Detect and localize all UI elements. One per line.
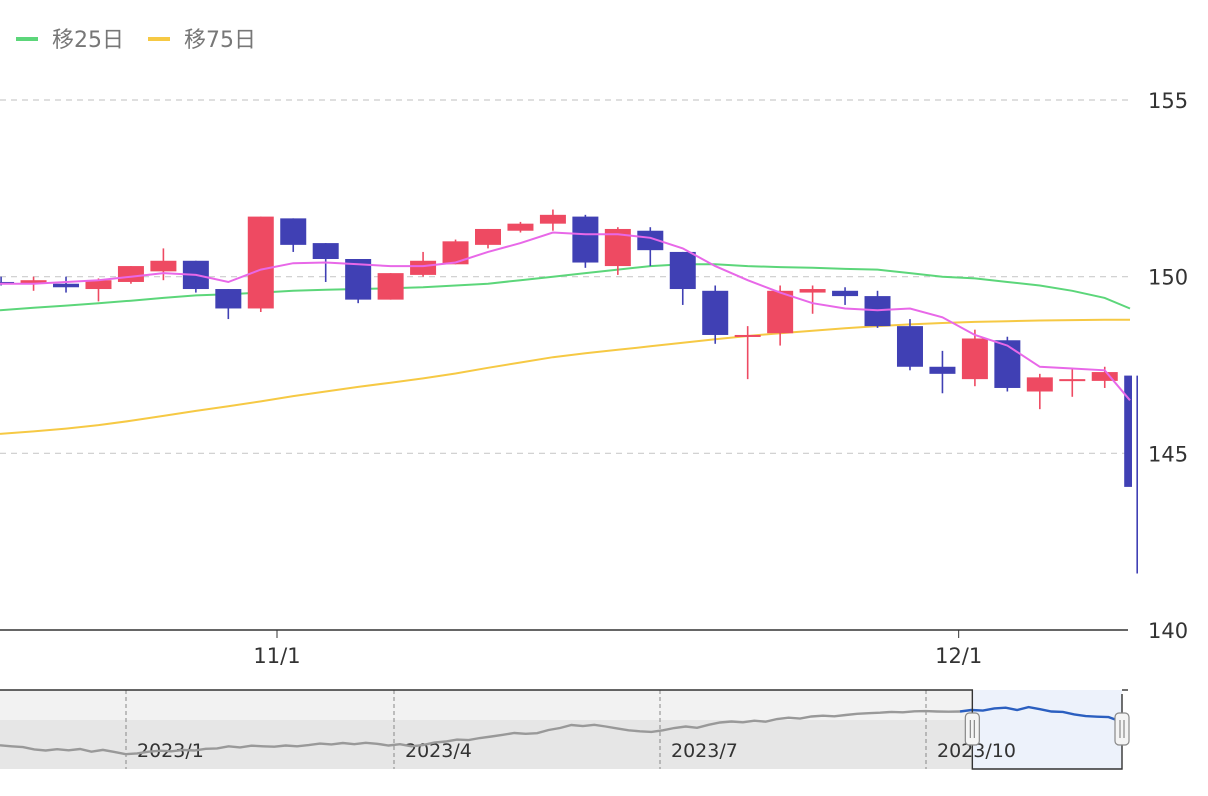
candle-body — [312, 243, 339, 259]
candle-body — [572, 216, 599, 263]
navigator-left-handle-grip[interactable] — [964, 712, 980, 746]
candle — [1124, 375, 1138, 574]
navigator-left-handle[interactable] — [964, 712, 980, 746]
y-axis-ticks: 155 150 145 140 — [1148, 89, 1188, 643]
x-axis: 11/1 12/1 — [253, 630, 982, 668]
candle — [896, 319, 923, 371]
navigator-label: 2023/10 — [937, 740, 1016, 762]
candle-body — [507, 223, 534, 231]
candle-body — [442, 241, 469, 265]
legend-item-ma75[interactable]: 移75日 — [148, 28, 256, 53]
ma25-line — [0, 263, 1131, 312]
ma5-line — [0, 231, 1131, 401]
candle — [832, 287, 859, 305]
candle — [961, 329, 988, 387]
candle-body — [247, 216, 274, 309]
candle — [1059, 368, 1086, 397]
candle — [637, 227, 664, 267]
candle — [507, 221, 534, 233]
candle-body — [150, 260, 177, 272]
candle — [150, 248, 177, 281]
candle — [539, 209, 566, 231]
x-tick-label: 11/1 — [253, 644, 300, 668]
candle-body — [280, 218, 307, 245]
candle-body — [1026, 377, 1053, 392]
candle-body — [1124, 375, 1132, 487]
candle — [247, 216, 274, 312]
candlestick-series — [0, 209, 1138, 574]
candle — [669, 251, 696, 305]
candle-body — [702, 290, 729, 335]
navigator-label: 2023/7 — [671, 740, 738, 762]
candle-body — [1059, 379, 1086, 382]
candle — [1026, 373, 1053, 410]
moving-average-lines — [0, 263, 1131, 435]
candle-body — [539, 214, 566, 224]
candle-body — [896, 326, 923, 367]
candle-body — [215, 289, 242, 309]
range-navigator[interactable]: 2023/1 2023/4 2023/7 2023/10 — [0, 689, 1130, 770]
candle-body — [1091, 372, 1118, 381]
candle-body — [475, 228, 501, 245]
y-tick-label: 140 — [1148, 619, 1188, 643]
legend-item-ma25[interactable]: 移25日 — [16, 28, 124, 53]
candle-body — [799, 289, 826, 293]
legend[interactable]: 移25日 移75日 — [16, 28, 256, 53]
candle — [475, 228, 501, 249]
candle — [410, 251, 437, 277]
candle — [799, 285, 826, 314]
gridlines — [0, 99, 1128, 631]
candle-body — [669, 251, 696, 290]
candle — [377, 273, 404, 300]
candle-body — [994, 340, 1021, 388]
candle-body — [53, 283, 80, 288]
candle — [767, 285, 794, 346]
candle-body — [961, 338, 988, 380]
candle-body — [734, 334, 761, 337]
candle — [215, 289, 242, 320]
navigator-band — [0, 690, 973, 720]
y-tick-label: 145 — [1148, 442, 1188, 466]
navigator-selected-area[interactable] — [972, 690, 1122, 769]
x-tick-label: 12/1 — [935, 644, 982, 668]
ma5-line-group — [0, 231, 1131, 401]
candle-body — [767, 290, 794, 334]
candle — [85, 278, 112, 302]
candle — [734, 326, 761, 380]
legend-label-ma25: 移25日 — [52, 28, 124, 53]
candle-body — [637, 230, 664, 251]
candle-body — [117, 266, 144, 282]
candle-body — [377, 273, 404, 300]
candle — [572, 214, 599, 268]
candle-body — [410, 260, 437, 275]
navigator-right-handle-grip[interactable] — [1114, 712, 1130, 746]
y-tick-label: 155 — [1148, 89, 1188, 113]
legend-label-ma75: 移75日 — [184, 28, 256, 53]
candle — [53, 276, 80, 293]
navigator-selected-series-line — [959, 705, 1121, 723]
candle — [702, 285, 729, 344]
navigator-series-line — [0, 709, 961, 756]
candle — [442, 239, 469, 265]
navigator-right-handle[interactable] — [1114, 712, 1130, 746]
ma75-line — [0, 318, 1130, 435]
candle-body — [20, 280, 47, 284]
candle-body — [832, 290, 859, 297]
candle-body — [85, 280, 112, 290]
y-tick-label: 150 — [1148, 266, 1188, 290]
candle-body — [929, 366, 956, 374]
candle — [280, 218, 307, 252]
candle — [929, 350, 956, 394]
